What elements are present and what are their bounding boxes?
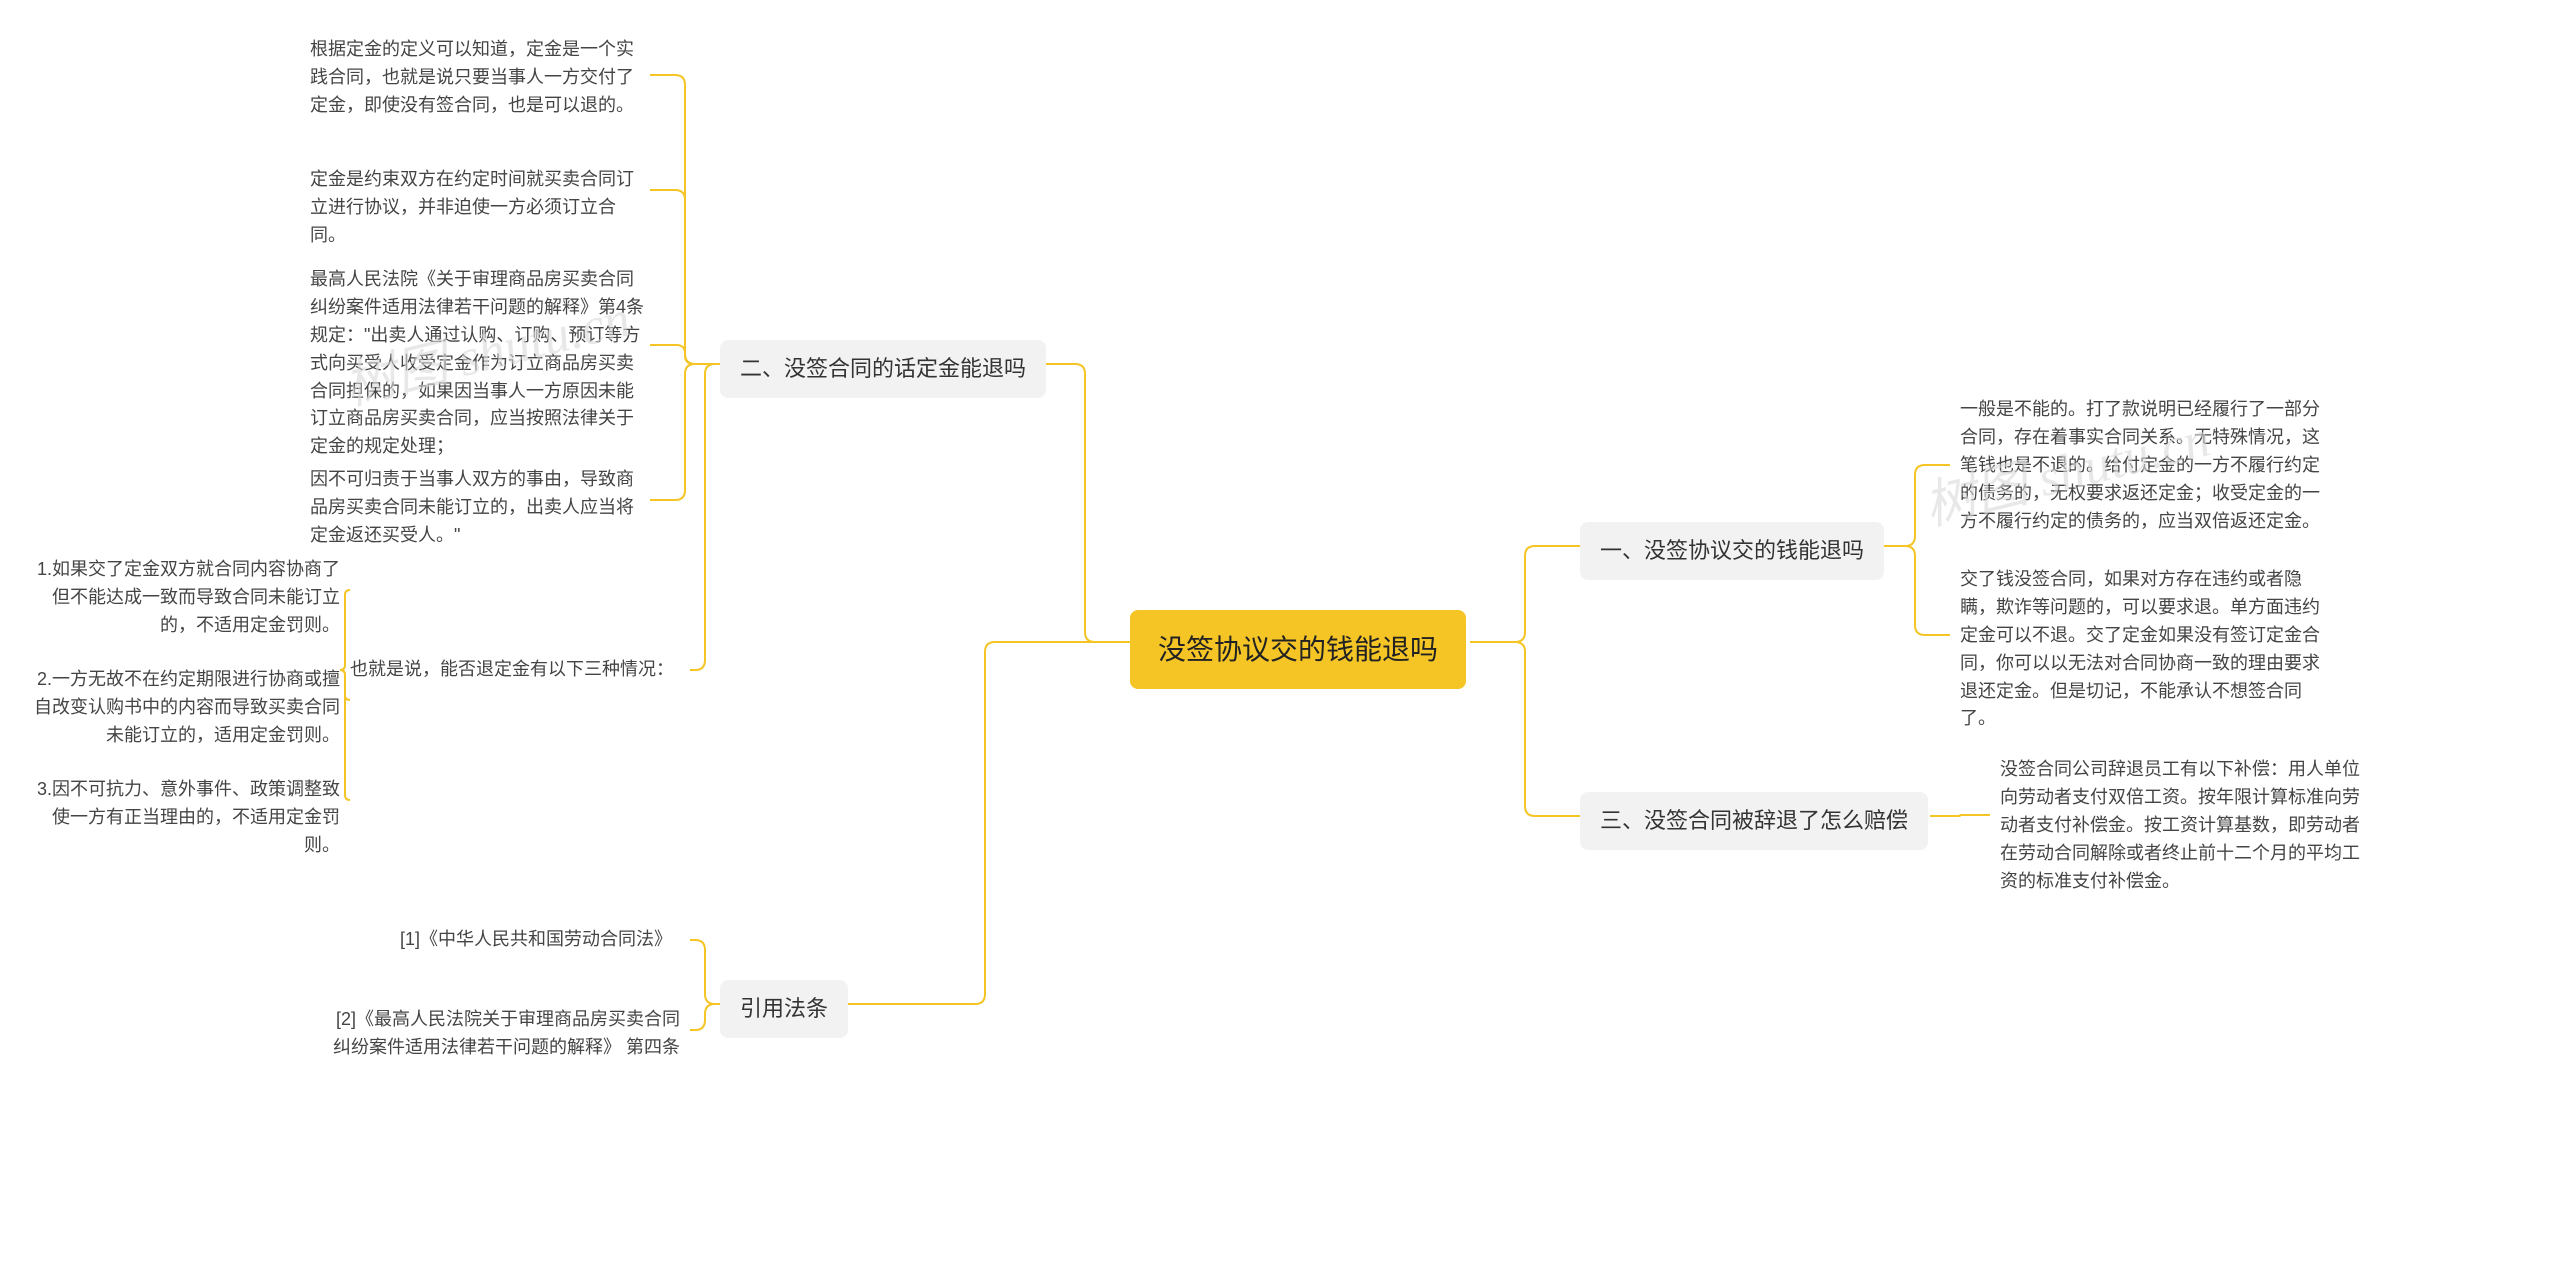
leaf-l1b: 定金是约束双方在约定时间就买卖合同订立进行协议，并非迫使一方必须订立合同。 (300, 160, 660, 256)
branch-left-1: 二、没签合同的话定金能退吗 (720, 340, 1046, 398)
branch-right-1: 一、没签协议交的钱能退吗 (1580, 522, 1884, 580)
leaf-l1e1: 1.如果交了定金双方就合同内容协商了但不能达成一致而导致合同未能订立的，不适用定… (10, 550, 350, 646)
leaf-l1c: 最高人民法院《关于审理商品房买卖合同纠纷案件适用法律若干问题的解释》第4条规定：… (300, 260, 660, 467)
mindmap-root: 没签协议交的钱能退吗 (1130, 610, 1466, 689)
leaf-l2a: [1]《中华人民共和国劳动合同法》 (390, 920, 682, 960)
leaf-l1a: 根据定金的定义可以知道，定金是一个实践合同，也就是说只要当事人一方交付了定金，即… (300, 30, 660, 126)
branch-right-2: 三、没签合同被辞退了怎么赔偿 (1580, 792, 1928, 850)
leaf-l1e: 也就是说，能否退定金有以下三种情况： (340, 650, 684, 690)
leaf-l2b: [2]《最高人民法院关于审理商品房买卖合同纠纷案件适用法律若干问题的解释》 第四… (310, 1000, 690, 1068)
leaf-r1b: 交了钱没签合同，如果对方存在违约或者隐瞒，欺诈等问题的，可以要求退。单方面违约定… (1950, 560, 2330, 739)
branch-left-2: 引用法条 (720, 980, 848, 1038)
leaf-r1a: 一般是不能的。打了款说明已经履行了一部分合同，存在着事实合同关系。无特殊情况，这… (1950, 390, 2330, 541)
leaf-l1d: 因不可归责于当事人双方的事由，导致商品房买卖合同未能订立的，出卖人应当将定金返还… (300, 460, 660, 556)
leaf-l1e2: 2.一方无故不在约定期限进行协商或擅自改变认购书中的内容而导致买卖合同未能订立的… (10, 660, 350, 756)
leaf-r2a: 没签合同公司辞退员工有以下补偿：用人单位向劳动者支付双倍工资。按年限计算标准向劳… (1990, 750, 2370, 901)
leaf-l1e3: 3.因不可抗力、意外事件、政策调整致使一方有正当理由的，不适用定金罚则。 (10, 770, 350, 866)
